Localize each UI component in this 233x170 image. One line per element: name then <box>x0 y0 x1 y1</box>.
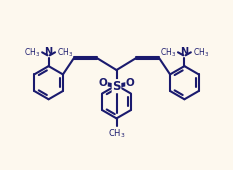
Text: CH$_3$: CH$_3$ <box>24 47 40 59</box>
Text: CH$_3$: CH$_3$ <box>57 47 73 59</box>
Text: N: N <box>45 47 53 57</box>
Text: CH$_3$: CH$_3$ <box>108 127 125 140</box>
Text: S: S <box>112 80 121 93</box>
Text: CH$_3$: CH$_3$ <box>193 47 209 59</box>
Text: N: N <box>180 47 188 57</box>
Text: O: O <box>99 78 107 88</box>
Text: CH$_3$: CH$_3$ <box>160 47 176 59</box>
Text: O: O <box>126 78 134 88</box>
